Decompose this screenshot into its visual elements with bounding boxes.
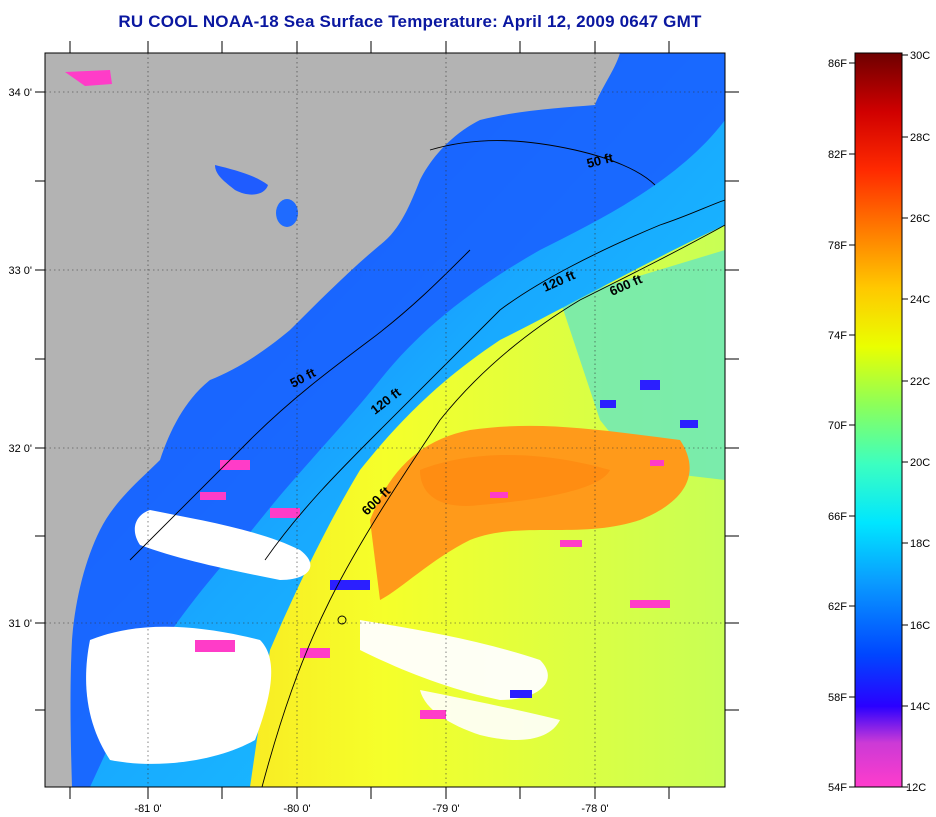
contour-50ft	[129, 249, 471, 561]
gulf-stream-warm	[420, 455, 610, 506]
lat-label-31: 31 0'	[8, 618, 32, 630]
cb-c-label: 22C	[910, 376, 930, 388]
cb-f-label: 78F	[828, 240, 847, 252]
cb-f-label: 54F	[828, 782, 847, 794]
colorbar-gradient	[854, 52, 903, 788]
colorbar-fahrenheit-labels: 86F 82F 78F 74F 70F 66F 62F 58F 54F	[828, 58, 847, 794]
graticule	[45, 53, 725, 787]
contour-120ft	[264, 199, 725, 561]
cloud-mask	[86, 626, 272, 764]
cb-c-label: 28C	[910, 132, 930, 144]
inland-lake	[276, 199, 298, 227]
cloud-mask	[420, 690, 560, 740]
cloud-mask	[360, 620, 548, 700]
lon-label-79: -79 0'	[432, 803, 459, 815]
cold-speckles	[195, 460, 670, 719]
lat-label-32: 32 0'	[8, 443, 32, 455]
cb-c-label: 24C	[910, 294, 930, 306]
contour-50ft-north	[429, 140, 656, 186]
contour-label-50ft-north: 50 ft	[585, 150, 615, 171]
map-title: RU COOL NOAA-18 Sea Surface Temperature:…	[118, 12, 702, 31]
cb-c-label: 16C	[910, 620, 930, 632]
cb-c-label: 18C	[910, 538, 930, 550]
cb-f-label: 82F	[828, 149, 847, 161]
colorbar: 86F 82F 78F 74F 70F 66F 62F 58F 54F 30C …	[828, 50, 930, 794]
lon-label-78: -78 0'	[581, 803, 608, 815]
cloud-mask	[134, 510, 311, 580]
longitude-labels: -81 0' -80 0' -79 0' -78 0'	[134, 803, 608, 815]
cb-c-label: 14C	[910, 701, 930, 713]
lat-label-33: 33 0'	[8, 265, 32, 277]
cb-c-label: 30C	[910, 50, 930, 62]
cb-c-label: 26C	[910, 213, 930, 225]
lat-label-34: 34 0'	[8, 87, 32, 99]
colorbar-ticks	[849, 54, 908, 788]
colorbar-celsius-labels: 30C 28C 26C 24C 22C 20C 18C 16C 14C 12C	[906, 50, 930, 794]
cb-f-label: 62F	[828, 601, 847, 613]
contour-600ft	[261, 224, 725, 787]
inland-lake	[65, 70, 112, 86]
cb-c-label: 12C	[906, 782, 926, 794]
cb-f-label: 58F	[828, 692, 847, 704]
cb-f-label: 74F	[828, 330, 847, 342]
cb-c-label: 20C	[910, 457, 930, 469]
inland-lake	[215, 165, 268, 195]
map-frame	[44, 52, 726, 788]
cb-f-label: 70F	[828, 420, 847, 432]
contour-feature	[337, 615, 347, 625]
ticks	[35, 41, 739, 799]
map-area	[45, 53, 725, 787]
cold-patches	[330, 380, 698, 698]
lon-label-80: -80 0'	[283, 803, 310, 815]
lon-label-81: -81 0'	[134, 803, 161, 815]
land-mass	[45, 53, 620, 787]
cb-f-label: 86F	[828, 58, 847, 70]
latitude-labels: 34 0' 33 0' 32 0' 31 0'	[8, 87, 32, 630]
cb-f-label: 66F	[828, 511, 847, 523]
